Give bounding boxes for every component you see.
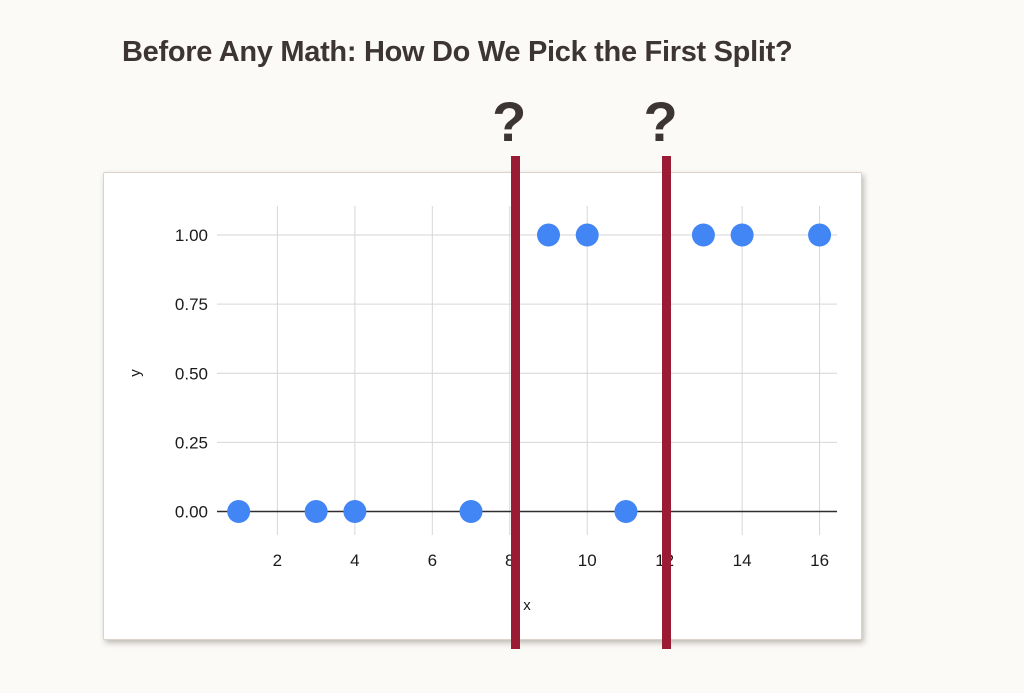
y-tick-label: 1.00 — [175, 226, 208, 245]
split-line-1 — [510, 156, 520, 649]
x-tick-label: 4 — [350, 551, 359, 570]
scatter-point — [304, 500, 328, 523]
split-question-mark-2: ? — [643, 90, 678, 153]
y-tick-label: 0.00 — [175, 503, 208, 522]
y-axis-title: y — [127, 369, 144, 377]
scatter-point — [691, 223, 715, 247]
split-question-mark-1: ? — [492, 90, 527, 153]
x-tick-label: 2 — [273, 551, 282, 570]
x-tick-label: 16 — [810, 551, 829, 570]
scatter-point — [730, 223, 754, 247]
scatter-point — [614, 500, 638, 523]
y-tick-label: 0.75 — [175, 295, 208, 314]
x-axis-title: x — [523, 597, 531, 614]
slide-title: Before Any Math: How Do We Pick the Firs… — [122, 36, 793, 68]
scatter-point — [459, 500, 483, 523]
scatter-point — [536, 223, 560, 247]
x-tick-label: 10 — [578, 551, 597, 570]
x-tick-label: 8 — [505, 551, 514, 570]
scatter-point — [575, 223, 599, 247]
scatter-point — [808, 223, 832, 247]
y-tick-label: 0.50 — [175, 364, 208, 383]
scatter-point — [343, 500, 367, 523]
x-tick-label: 6 — [428, 551, 437, 570]
split-line-2 — [662, 156, 672, 649]
scatter-point — [227, 500, 251, 523]
y-tick-label: 0.25 — [175, 433, 208, 452]
x-tick-label: 14 — [733, 551, 752, 570]
